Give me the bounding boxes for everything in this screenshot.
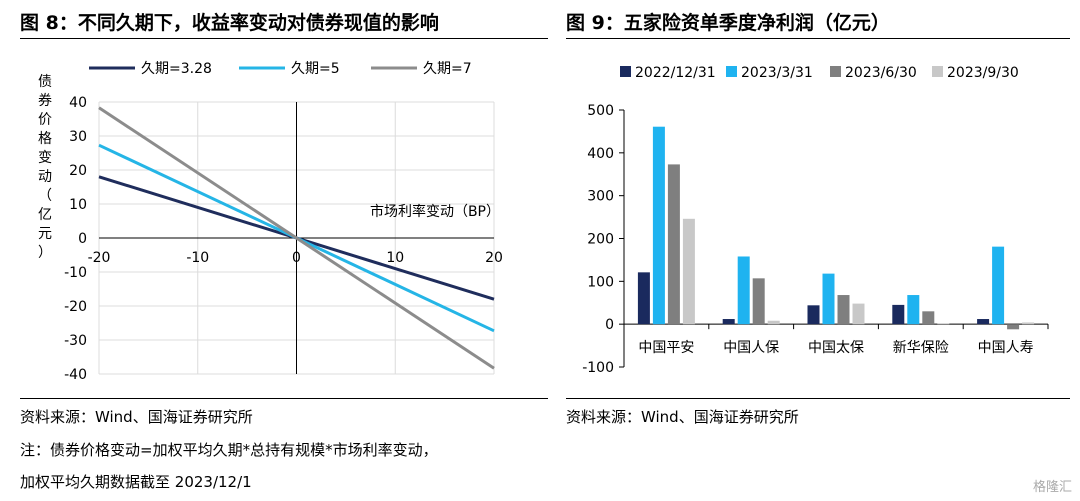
y-axis-label-char: 动 bbox=[38, 169, 52, 185]
legend-label: 2023/3/31 bbox=[741, 65, 813, 81]
legend-swatch bbox=[620, 66, 631, 77]
y-tick-label: 500 bbox=[587, 103, 614, 119]
source-divider-left bbox=[20, 398, 548, 399]
bar bbox=[852, 303, 865, 325]
bar bbox=[892, 304, 905, 325]
x-tick-label: 20 bbox=[485, 250, 503, 266]
right-chart-title: 图 9：五家险资单季度净利润（亿元） bbox=[566, 12, 890, 34]
y-tick-label: 200 bbox=[587, 232, 614, 248]
y-axis-label-char: 债 bbox=[38, 74, 52, 90]
title-divider-left bbox=[20, 38, 548, 39]
y-axis-label-char: ） bbox=[38, 245, 52, 261]
watermark-logo: 格隆汇 bbox=[1032, 480, 1072, 495]
bar bbox=[752, 278, 765, 325]
bar bbox=[722, 319, 735, 325]
x-tick-label: 10 bbox=[386, 250, 404, 266]
series-line bbox=[98, 106, 495, 370]
bar bbox=[667, 164, 680, 325]
bar bbox=[837, 295, 850, 325]
bar bbox=[1022, 322, 1035, 325]
category-label: 中国人保 bbox=[723, 340, 779, 356]
y-tick-label: 20 bbox=[69, 163, 87, 179]
bar bbox=[937, 323, 950, 325]
title-divider-right bbox=[566, 38, 1070, 39]
y-tick-label: -40 bbox=[64, 367, 87, 383]
bar bbox=[1007, 324, 1020, 330]
left-source: 资料来源：Wind、国海证券研究所 bbox=[20, 408, 253, 426]
legend-label: 2023/6/30 bbox=[845, 65, 917, 81]
bar bbox=[652, 126, 665, 325]
bar bbox=[682, 218, 695, 325]
y-tick-label: 300 bbox=[587, 189, 614, 205]
y-axis-label-char: 元 bbox=[38, 226, 52, 242]
y-tick-label: -30 bbox=[64, 333, 87, 349]
legend-label: 久期=7 bbox=[423, 61, 472, 77]
legend-label: 久期=3.28 bbox=[141, 61, 212, 77]
y-tick-label: 100 bbox=[587, 274, 614, 290]
category-label: 新华保险 bbox=[893, 340, 949, 356]
y-tick-label: 30 bbox=[69, 129, 87, 145]
left-note-line-2: 加权平均久期数据截至 2023/12/1 bbox=[20, 473, 252, 491]
y-axis-label-char: 变 bbox=[38, 150, 52, 166]
y-tick-label: 400 bbox=[587, 146, 614, 162]
category-label: 中国平安 bbox=[638, 340, 694, 356]
y-axis-label-char: （ bbox=[38, 188, 52, 204]
y-tick-label: 40 bbox=[69, 95, 87, 111]
y-axis-label-char: 格 bbox=[38, 131, 52, 147]
left-chart-title: 图 8：不同久期下，收益率变动对债券现值的影响 bbox=[20, 12, 439, 34]
net-profit-bar-chart: 500 400 300 200 100 0 -100 中国平安 中国人保 中国太保 新华保险 中国人寿… bbox=[582, 65, 1049, 376]
bar bbox=[992, 246, 1005, 325]
bar bbox=[822, 273, 835, 325]
category-label: 中国太保 bbox=[808, 340, 864, 356]
x-tick-label: 0 bbox=[292, 250, 301, 266]
y-axis-label-char: 券 bbox=[38, 93, 52, 109]
y-axis-label-char: 价 bbox=[38, 112, 52, 128]
y-tick-label: 0 bbox=[78, 231, 87, 247]
legend-swatch bbox=[726, 66, 737, 77]
y-tick-label: 10 bbox=[69, 197, 87, 213]
legend-swatch bbox=[932, 66, 943, 77]
y-tick-label: 0 bbox=[605, 317, 614, 333]
bar bbox=[907, 295, 920, 325]
bar bbox=[922, 311, 935, 325]
left-note-line-1: 注：债券价格变动=加权平均久期*总持有规模*市场利率变动， bbox=[20, 441, 438, 459]
y-axis-label-char: 亿 bbox=[38, 207, 52, 223]
right-source: 资料来源：Wind、国海证券研究所 bbox=[566, 408, 799, 426]
legend-swatch bbox=[830, 66, 841, 77]
y-tick-label: -10 bbox=[64, 265, 87, 281]
legend-label: 久期=5 bbox=[291, 61, 340, 77]
legend-label: 2022/12/31 bbox=[635, 65, 716, 81]
category-label: 中国人寿 bbox=[978, 339, 1034, 356]
legend-label: 2023/9/30 bbox=[947, 65, 1019, 81]
bar bbox=[807, 305, 820, 325]
y-tick-label: -100 bbox=[582, 360, 614, 376]
bar bbox=[767, 320, 780, 325]
x-tick-label: -10 bbox=[186, 250, 209, 266]
source-divider-right bbox=[566, 398, 1070, 399]
x-tick-label: -20 bbox=[88, 250, 111, 266]
bar bbox=[737, 256, 750, 325]
bar bbox=[637, 272, 650, 325]
y-tick-label: -20 bbox=[64, 299, 87, 315]
x-axis-label: 市场利率变动（BP） bbox=[370, 203, 500, 220]
bar bbox=[977, 319, 990, 325]
